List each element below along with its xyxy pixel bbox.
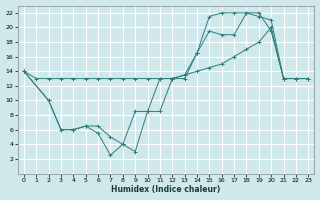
X-axis label: Humidex (Indice chaleur): Humidex (Indice chaleur) xyxy=(111,185,221,194)
